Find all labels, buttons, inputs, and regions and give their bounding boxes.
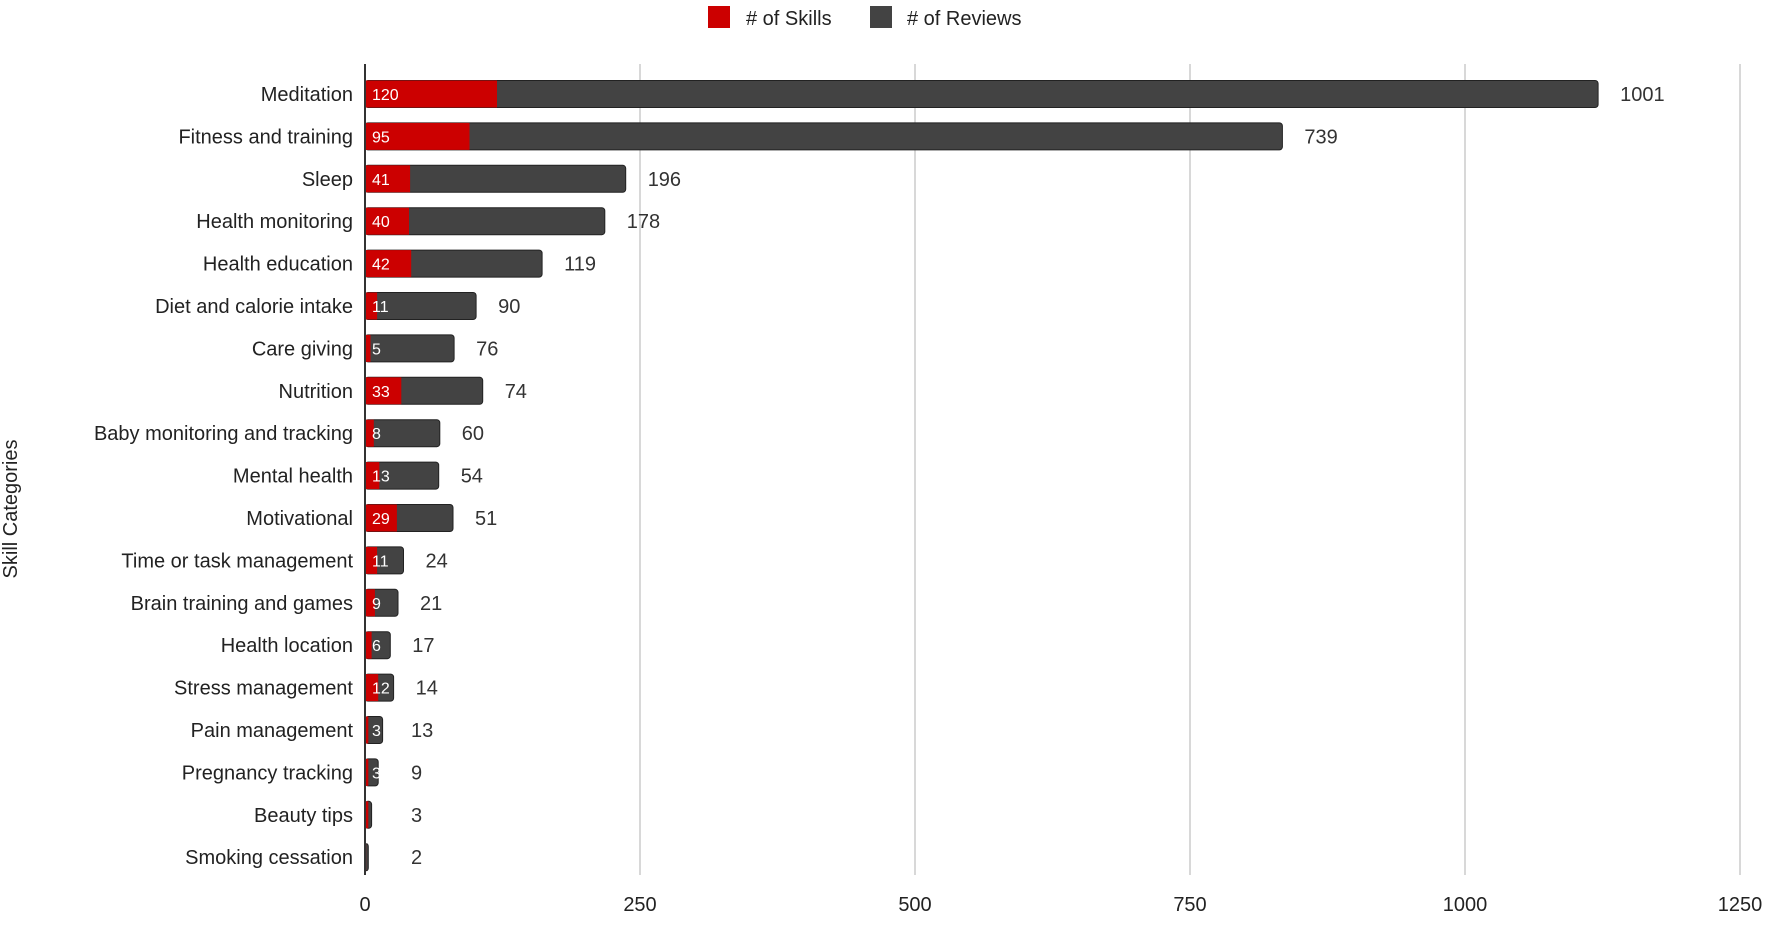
skills-value-label: 9 [372,596,381,613]
reviews-value-label: 51 [475,508,497,530]
category-label: Stress management [174,678,353,700]
bar-skills [365,462,380,490]
category-label: Health location [221,635,353,657]
skills-value-label: 33 [372,384,390,401]
legend-swatch-reviews [870,6,892,28]
category-label: Motivational [246,508,353,530]
reviews-value-label: 60 [462,423,484,445]
skills-value-label: 29 [372,511,390,528]
bar-skills [365,589,375,617]
reviews-value-label: 14 [416,678,438,700]
bar-skills [365,377,402,405]
bar-skills [365,674,379,702]
legend-label-skills: # of Skills [746,8,832,30]
bar-skills [365,716,369,744]
category-label: Diet and calorie intake [155,296,353,318]
bar-skills [365,801,369,829]
bar-skills [365,546,378,574]
reviews-value-label: 76 [476,338,498,360]
category-label: Mental health [233,466,353,488]
reviews-value-label: 54 [461,466,483,488]
category-label: Care giving [252,338,353,360]
skills-value-label: 3 [372,723,381,740]
skills-value-label: 40 [372,214,390,231]
skills-value-label: 120 [372,87,399,104]
category-label: Pregnancy tracking [182,762,353,784]
skills-value-label: 6 [372,638,381,655]
category-labels: Meditation Fitness and training Sleep Healt… [94,84,353,869]
category-label: Time or task management [121,550,353,572]
skills-value-label: 5 [372,341,381,358]
category-label: Brain training and games [131,593,353,615]
reviews-value-label: 196 [648,169,681,191]
reviews-value-label: 90 [498,296,520,318]
bar-skills [365,419,374,447]
x-tick-labels: 0 250 500 750 1000 1250 [359,894,1762,916]
skills-value-label: 12 [372,681,390,698]
legend: # of Skills # of Reviews [708,6,1022,30]
gridlines [639,64,1741,875]
skills-value-label: 95 [372,129,390,146]
category-label: Meditation [261,84,353,106]
reviews-value-label: 119 [564,254,596,276]
reviews-value-label: 21 [420,593,442,615]
bar-skills [365,165,411,193]
reviews-value-label: 17 [412,635,434,657]
reviews-value-label: 13 [411,720,433,742]
x-tick-label: 1000 [1443,894,1488,916]
category-label: Smoking cessation [185,847,353,869]
bar-skills [365,292,378,320]
category-label: Baby monitoring and tracking [94,423,353,445]
category-label: Beauty tips [254,805,353,827]
category-label: Pain management [191,720,354,742]
x-tick-label: 500 [898,894,931,916]
skills-value-label: 11 [372,299,389,316]
skills-value-label: 13 [372,469,390,486]
reviews-value-label: 739 [1304,126,1337,148]
bar-skills [365,631,372,659]
category-label: Sleep [302,169,353,191]
skills-value-label: 41 [372,172,390,189]
bar-skills [365,758,369,786]
reviews-value-label: 2 [411,847,422,869]
bar-skills [365,504,397,532]
skills-value-label: 11 [372,553,389,570]
skills-value-label: 1 [372,850,381,867]
reviews-value-label: 9 [411,762,422,784]
reviews-value-label: 24 [426,550,448,572]
category-label: Fitness and training [178,126,353,148]
legend-label-reviews: # of Reviews [907,8,1022,30]
reviews-value-label: 3 [411,805,422,827]
category-label: Health monitoring [196,211,353,233]
legend-swatch-skills [708,6,730,28]
bar-skills [365,250,412,278]
skills-value-label: 3 [372,765,381,782]
skills-value-label: 42 [372,257,390,274]
category-label: Health education [203,254,353,276]
skills-value-label: 3 [372,808,381,825]
bar-skills [365,207,409,235]
reviews-value-label: 74 [505,381,527,403]
reviews-value-label: 178 [627,211,660,233]
bar-reviews [364,122,1283,151]
x-tick-label: 250 [623,894,656,916]
skills-value-label: 8 [372,426,381,443]
x-tick-label: 0 [359,894,370,916]
x-tick-label: 1250 [1718,894,1763,916]
y-axis-label: Skill Categories [0,440,22,579]
category-label: Nutrition [279,381,353,403]
bar-skills [365,122,470,150]
reviews-value-label: 1001 [1620,84,1665,106]
bar-skills [365,334,371,362]
bar-skills [365,80,497,108]
x-tick-label: 750 [1173,894,1206,916]
bar-reviews [364,80,1599,108]
